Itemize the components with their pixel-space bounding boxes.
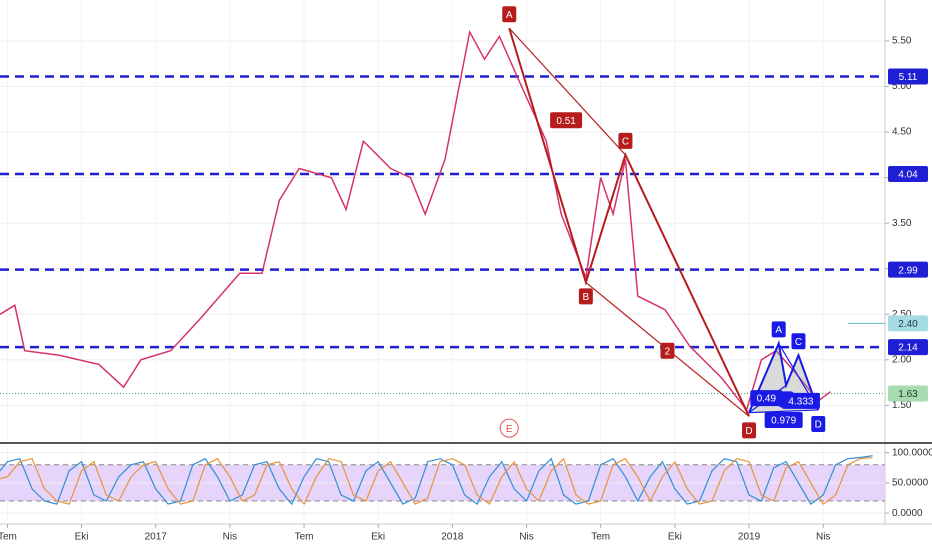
- last-price-label: 1.63: [898, 389, 918, 400]
- pattern-point-label: B: [583, 292, 590, 303]
- x-tick-label: 2018: [441, 532, 464, 543]
- pattern-point-label: C: [622, 137, 629, 148]
- pattern-point-label-box: [811, 415, 826, 432]
- pattern-leg: [508, 27, 626, 156]
- pattern-point-label-box: [618, 132, 633, 149]
- y-tick-label: 4.50: [892, 127, 912, 138]
- pattern-point-label-box: [502, 6, 517, 23]
- pattern-ratio-label-box: [550, 112, 583, 129]
- x-tick-label: Tem: [591, 532, 610, 543]
- x-tick-label: 2019: [738, 532, 761, 543]
- pattern-leg: [749, 409, 819, 414]
- series-line: [0, 456, 873, 506]
- pattern-ratio-label-box: [764, 411, 803, 428]
- last-price-label-box: [888, 385, 928, 402]
- pattern-point-label: A: [506, 10, 513, 21]
- y-tick-label: 0.0000: [892, 508, 923, 519]
- pattern-point-label-box: [578, 288, 593, 305]
- pattern-ratio-label-box: [660, 342, 675, 359]
- pattern-point-label-box: [791, 333, 806, 350]
- pattern-point-label-box: [771, 321, 786, 338]
- x-tick-label: Tem: [295, 532, 314, 543]
- x-tick-label: 2017: [145, 532, 168, 543]
- marker-price-label: 2.40: [898, 319, 918, 330]
- pattern-point-label: A: [775, 325, 782, 336]
- x-tick-label: Eki: [75, 532, 89, 543]
- pattern-ratio-label: 2: [665, 346, 671, 357]
- pattern-point-label-box: [742, 422, 757, 439]
- level-label: 5.11: [899, 72, 918, 83]
- level-label-box: [888, 339, 928, 356]
- y-tick-label: 5.00: [892, 81, 912, 92]
- pattern-point-label: D: [745, 426, 752, 437]
- annotation-circle: [499, 418, 519, 438]
- y-tick-label: 2.00: [892, 354, 912, 365]
- x-tick-label: Nis: [816, 532, 830, 543]
- level-label: 2.99: [898, 265, 918, 276]
- pattern-point-label: C: [795, 337, 802, 348]
- pattern-ratio-label-box: [750, 390, 783, 407]
- pattern-ratio-label: 0.49: [757, 394, 777, 405]
- y-tick-label: 3.50: [892, 218, 912, 229]
- series-line: [0, 455, 873, 506]
- y-tick-label: 5.50: [892, 36, 912, 47]
- pattern-ratio-label-box: [781, 392, 820, 409]
- y-tick-label: 2.50: [892, 309, 912, 320]
- y-tick-label: 100.0000: [892, 447, 932, 458]
- pattern-ratio-label: 0.979: [771, 416, 796, 427]
- pattern-line: [508, 27, 750, 417]
- x-tick-label: Eki: [371, 532, 385, 543]
- pattern-ratio-label: 0.51: [556, 116, 576, 127]
- y-tick-label: 50.0000: [892, 478, 929, 489]
- level-label-box: [888, 68, 928, 85]
- y-tick-label: 1.50: [892, 400, 912, 411]
- annotation-text: E: [506, 424, 513, 435]
- level-label: 4.04: [898, 170, 918, 181]
- level-label-box: [888, 165, 928, 182]
- series-line: [0, 29, 832, 412]
- pattern-point-label: D: [815, 420, 822, 431]
- level-label-box: [888, 261, 928, 278]
- x-tick-label: Tem: [0, 532, 17, 543]
- x-tick-label: Nis: [519, 532, 533, 543]
- x-tick-label: Eki: [668, 532, 682, 543]
- level-label: 2.14: [898, 343, 918, 354]
- marker-price-label-box: [888, 315, 928, 332]
- pattern-ratio-label: 4.333: [788, 396, 813, 407]
- x-tick-label: Nis: [223, 532, 237, 543]
